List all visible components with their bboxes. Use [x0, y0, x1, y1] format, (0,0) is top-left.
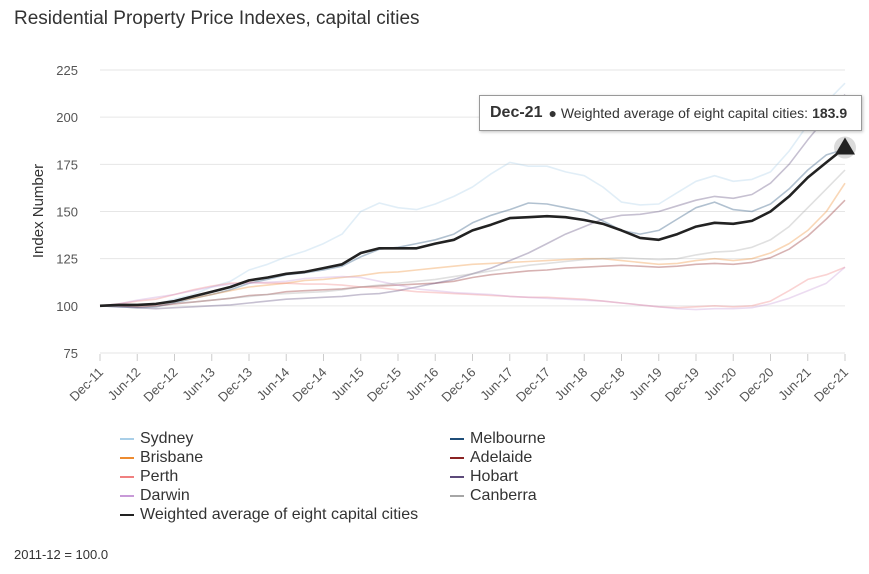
tooltip-bullet-icon: ●: [548, 105, 561, 121]
x-tick-label: Dec-16: [438, 365, 478, 405]
x-tick-label: Jun-21: [775, 365, 814, 404]
x-tick-label: Jun-15: [328, 365, 367, 404]
tooltip-series: Weighted average of eight capital cities…: [560, 105, 809, 121]
y-tick-label: 75: [64, 346, 78, 361]
y-tick-label: 100: [56, 299, 78, 314]
legend-swatch-icon: [120, 438, 134, 440]
legend-item[interactable]: Weighted average of eight capital cities: [120, 506, 418, 524]
legend-label: Melbourne: [470, 430, 546, 447]
y-tick-label: 125: [56, 252, 78, 267]
legend-swatch-icon: [120, 476, 134, 478]
x-tick-label: Jun-17: [477, 365, 516, 404]
series-line[interactable]: [99, 266, 846, 309]
gridlines: [100, 69, 845, 354]
series-line[interactable]: [99, 148, 846, 309]
legend-item[interactable]: Adelaide: [450, 449, 532, 467]
chart-title: Residential Property Price Indexes, capi…: [14, 8, 420, 29]
x-axis-ticks: Dec-11Jun-12Dec-12Jun-13Dec-13Jun-14Dec-…: [67, 354, 851, 405]
series-line[interactable]: [99, 266, 846, 311]
x-tick-label: Dec-15: [364, 365, 404, 405]
x-tick-label: Jun-13: [179, 365, 218, 404]
legend-swatch-icon: [450, 438, 464, 440]
legend-label: Adelaide: [470, 449, 533, 466]
footnote: 2011-12 = 100.0: [14, 547, 109, 562]
series-lines: [99, 82, 846, 311]
series-line[interactable]: [100, 199, 846, 308]
legend-item[interactable]: Melbourne: [450, 430, 546, 448]
legend-item[interactable]: Darwin: [120, 487, 190, 505]
y-tick-label: 175: [56, 157, 78, 172]
legend-label: Darwin: [140, 487, 190, 504]
highlight-marker: [834, 136, 856, 159]
series-line[interactable]: [99, 82, 846, 307]
legend-swatch-icon: [120, 514, 134, 516]
legend-swatch-icon: [450, 495, 464, 497]
x-tick-label: Jun-20: [701, 365, 740, 404]
legend-swatch-icon: [120, 457, 134, 459]
x-tick-label: Dec-11: [67, 365, 107, 405]
triangle-marker-icon: [835, 137, 855, 155]
legend-item[interactable]: Perth: [120, 468, 178, 486]
x-tick-label: Dec-21: [811, 365, 851, 405]
y-axis-label: Index Number: [30, 164, 47, 258]
legend-swatch-icon: [450, 457, 464, 459]
y-tick-label: 150: [56, 205, 78, 220]
x-tick-label: Dec-12: [140, 365, 180, 405]
legend-label: Hobart: [470, 468, 519, 485]
legend-item[interactable]: Sydney: [120, 430, 193, 448]
x-tick-label: Jun-16: [403, 365, 442, 404]
y-tick-label: 225: [56, 63, 78, 78]
x-tick-label: Dec-20: [736, 365, 776, 405]
x-tick-label: Jun-12: [105, 365, 144, 404]
legend-swatch-icon: [120, 495, 134, 497]
tooltip-value: 183.9: [812, 105, 848, 121]
series-line[interactable]: [100, 182, 846, 307]
x-tick-label: Dec-14: [289, 365, 329, 405]
legend-item[interactable]: Brisbane: [120, 449, 203, 467]
legend-item[interactable]: Hobart: [450, 468, 518, 486]
legend-item[interactable]: Canberra: [450, 487, 537, 505]
tooltip: Dec-21 ● Weighted average of eight capit…: [479, 95, 862, 131]
x-tick-label: Dec-13: [215, 365, 255, 405]
x-tick-label: Dec-17: [513, 365, 553, 405]
y-tick-label: 200: [56, 110, 78, 125]
x-tick-label: Jun-19: [626, 365, 665, 404]
x-tick-label: Jun-18: [552, 365, 591, 404]
legend-label: Canberra: [470, 487, 537, 504]
series-line[interactable]: [99, 146, 846, 308]
y-axis-ticks: 75 100 125 150 175 200 225: [56, 63, 78, 361]
series-line[interactable]: [100, 169, 846, 307]
legend-label: Weighted average of eight capital cities: [140, 506, 419, 523]
legend-swatch-icon: [450, 476, 464, 478]
x-tick-label: Dec-18: [587, 365, 627, 405]
legend-label: Brisbane: [140, 449, 204, 466]
series-line[interactable]: [99, 93, 846, 310]
x-tick-label: Jun-14: [254, 365, 293, 404]
legend-label: Perth: [140, 468, 179, 485]
x-tick-label: Dec-19: [662, 365, 702, 405]
tooltip-date: Dec-21: [490, 104, 543, 121]
legend-label: Sydney: [140, 430, 194, 447]
